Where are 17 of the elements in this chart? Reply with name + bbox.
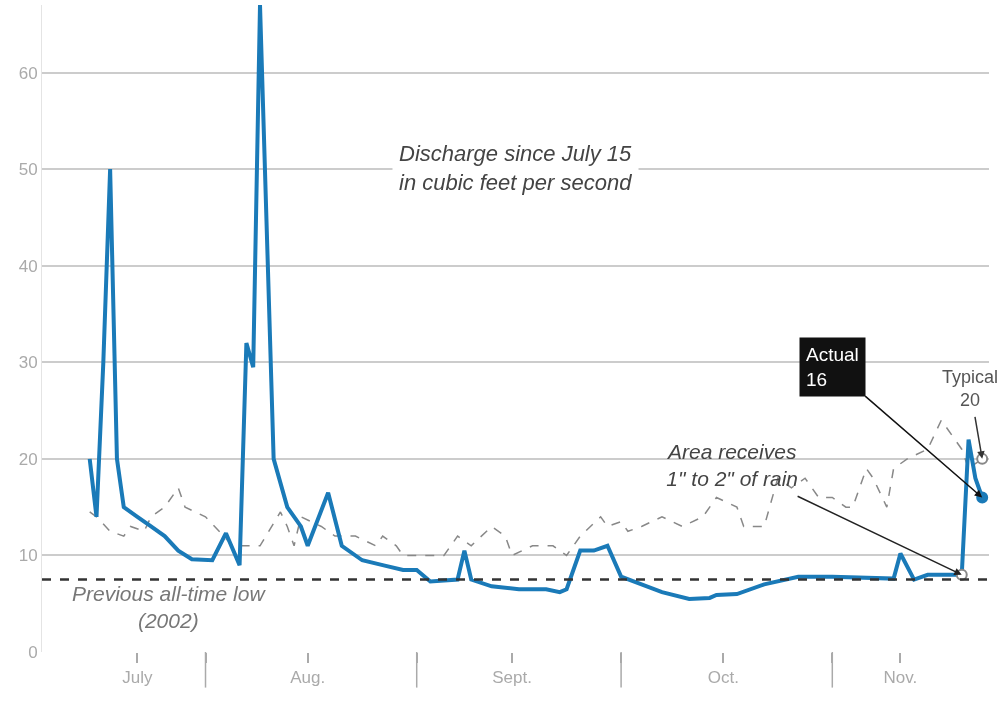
x-tick-label: Aug. bbox=[290, 668, 326, 688]
y-tick-label: 40 bbox=[18, 256, 38, 276]
y-tick-label: 60 bbox=[18, 63, 38, 83]
x-tick-label: Oct. bbox=[707, 668, 739, 688]
ref-line-label: Previous all-time low (2002) bbox=[72, 582, 267, 633]
y-tick-label: 20 bbox=[18, 449, 38, 469]
y-tick-label: 50 bbox=[18, 160, 38, 180]
y-tick-label: 30 bbox=[18, 353, 38, 373]
y-tick-label: 0 bbox=[28, 642, 38, 662]
x-tick-label: Sept. bbox=[492, 668, 532, 688]
annotation: Actual 16 bbox=[806, 344, 859, 390]
annotation: Typical 20 bbox=[942, 367, 999, 411]
text: Discharge since July 15 in cubic feet per second bbox=[399, 141, 633, 195]
x-tick-label: Nov. bbox=[883, 668, 918, 688]
x-tick-label: July bbox=[122, 668, 153, 688]
y-tick-label: 10 bbox=[18, 546, 38, 566]
annotation: Area receives 1" to 2" of rain bbox=[666, 440, 799, 491]
